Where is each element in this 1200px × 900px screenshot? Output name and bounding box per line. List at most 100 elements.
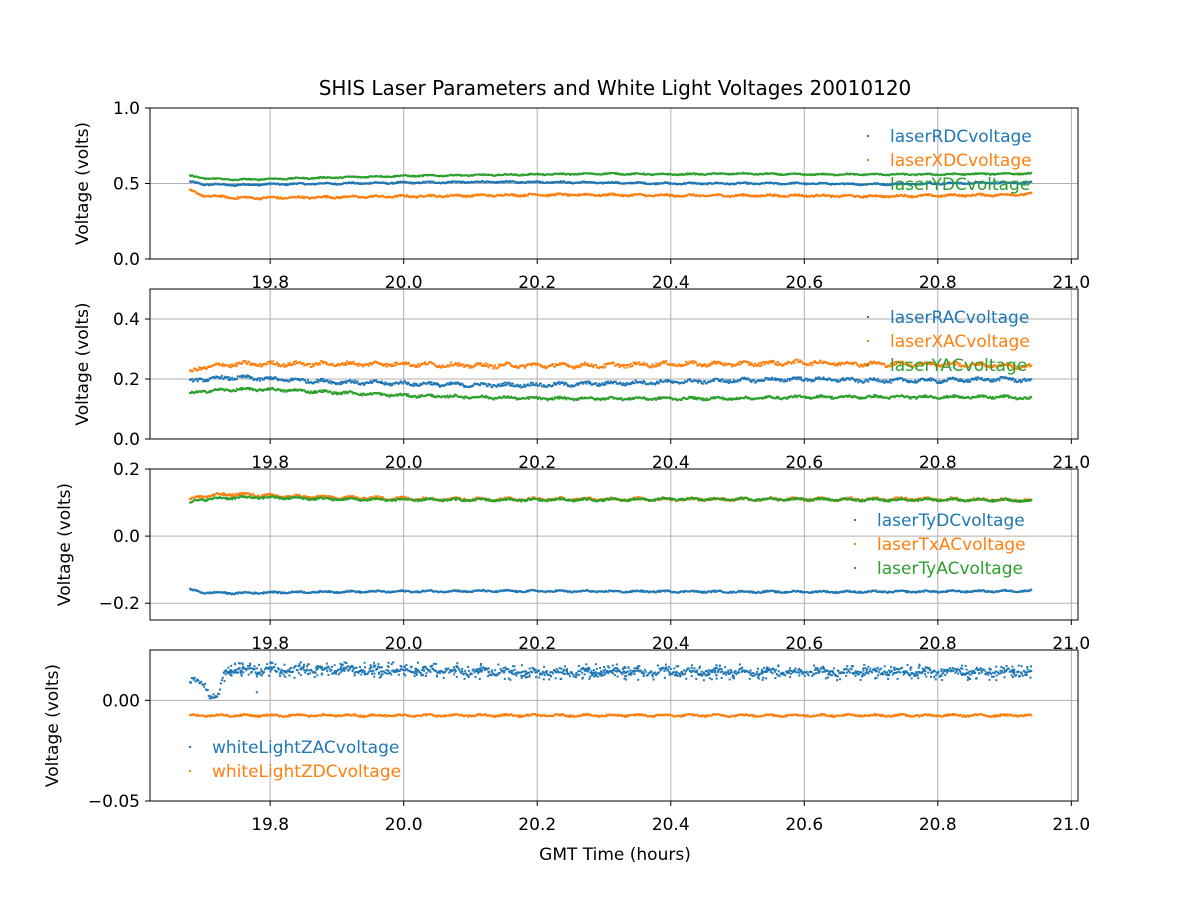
data-point (929, 361, 932, 364)
data-point (1025, 379, 1028, 382)
data-point (303, 197, 306, 200)
data-point (707, 364, 710, 367)
data-point (633, 382, 636, 385)
data-point (565, 193, 568, 196)
data-point (330, 363, 333, 366)
data-point (966, 381, 969, 384)
data-point (815, 193, 818, 196)
data-point (410, 384, 413, 387)
data-point (790, 362, 793, 365)
data-point (394, 364, 397, 367)
data-point (792, 194, 795, 197)
data-point (537, 397, 540, 400)
data-point (1025, 365, 1028, 368)
data-point (549, 193, 552, 196)
data-point (411, 383, 414, 386)
data-point (393, 382, 396, 385)
data-point (470, 195, 473, 198)
data-point (541, 385, 544, 388)
data-point (597, 384, 600, 387)
data-point (510, 384, 513, 387)
data-point (429, 194, 432, 197)
data-point (814, 378, 817, 381)
data-point (510, 193, 513, 196)
data-point (463, 386, 466, 389)
data-point (453, 363, 456, 366)
data-point (245, 376, 248, 379)
data-point (250, 363, 253, 366)
data-point (881, 380, 884, 383)
data-point (804, 194, 807, 197)
data-point (874, 195, 877, 198)
data-point (281, 378, 284, 381)
data-point (493, 398, 496, 401)
data-point (535, 180, 538, 183)
data-point (607, 193, 610, 196)
data-point (405, 392, 408, 395)
data-point (276, 197, 279, 200)
data-point (269, 360, 272, 363)
data-point (997, 377, 1000, 380)
data-point (246, 374, 249, 377)
data-point (1015, 367, 1018, 370)
data-point (539, 363, 542, 366)
data-point (503, 194, 506, 197)
data-point (252, 362, 255, 365)
data-point (219, 377, 222, 380)
data-point (631, 364, 634, 367)
data-point (684, 360, 687, 363)
data-point (384, 362, 387, 365)
data-point (492, 367, 495, 370)
data-point (335, 391, 338, 394)
data-point (886, 366, 889, 369)
data-point (556, 395, 559, 398)
data-point (753, 379, 756, 382)
data-point (972, 362, 975, 365)
data-point (371, 195, 374, 198)
data-point (192, 379, 195, 382)
data-point (608, 192, 611, 195)
data-point (584, 382, 587, 385)
data-point (388, 382, 391, 385)
data-point (518, 194, 521, 197)
data-point (970, 195, 973, 198)
data-point (832, 362, 835, 365)
data-point (668, 193, 671, 196)
data-point (511, 365, 514, 368)
data-point (539, 382, 542, 385)
data-point (550, 194, 553, 197)
data-point (202, 194, 205, 197)
data-point (792, 377, 795, 380)
data-point (638, 361, 641, 364)
data-point (446, 194, 449, 197)
data-point (450, 383, 453, 386)
data-point (775, 194, 778, 197)
data-point (711, 379, 714, 382)
legend-label: laserRDCvoltage (890, 127, 1032, 147)
data-point (402, 382, 405, 385)
data-point (716, 378, 719, 381)
data-point (370, 194, 373, 197)
data-point (859, 365, 862, 368)
data-point (242, 374, 245, 377)
legend-marker (867, 159, 869, 161)
data-point (555, 397, 558, 400)
data-point (914, 379, 917, 382)
data-point (390, 365, 393, 368)
legend-marker (867, 135, 869, 137)
data-point (882, 182, 885, 185)
data-point (430, 395, 433, 398)
data-point (207, 391, 210, 394)
data-point (957, 362, 960, 365)
data-point (448, 383, 451, 386)
data-point (848, 378, 851, 381)
data-point (893, 363, 896, 366)
data-point (1030, 171, 1033, 174)
data-point (683, 382, 686, 385)
data-point (567, 363, 570, 366)
data-point (1009, 364, 1012, 367)
data-point (861, 365, 864, 368)
data-point (808, 364, 811, 367)
data-point (607, 380, 610, 383)
chart-title: SHIS Laser Parameters and White Light Vo… (319, 76, 912, 100)
